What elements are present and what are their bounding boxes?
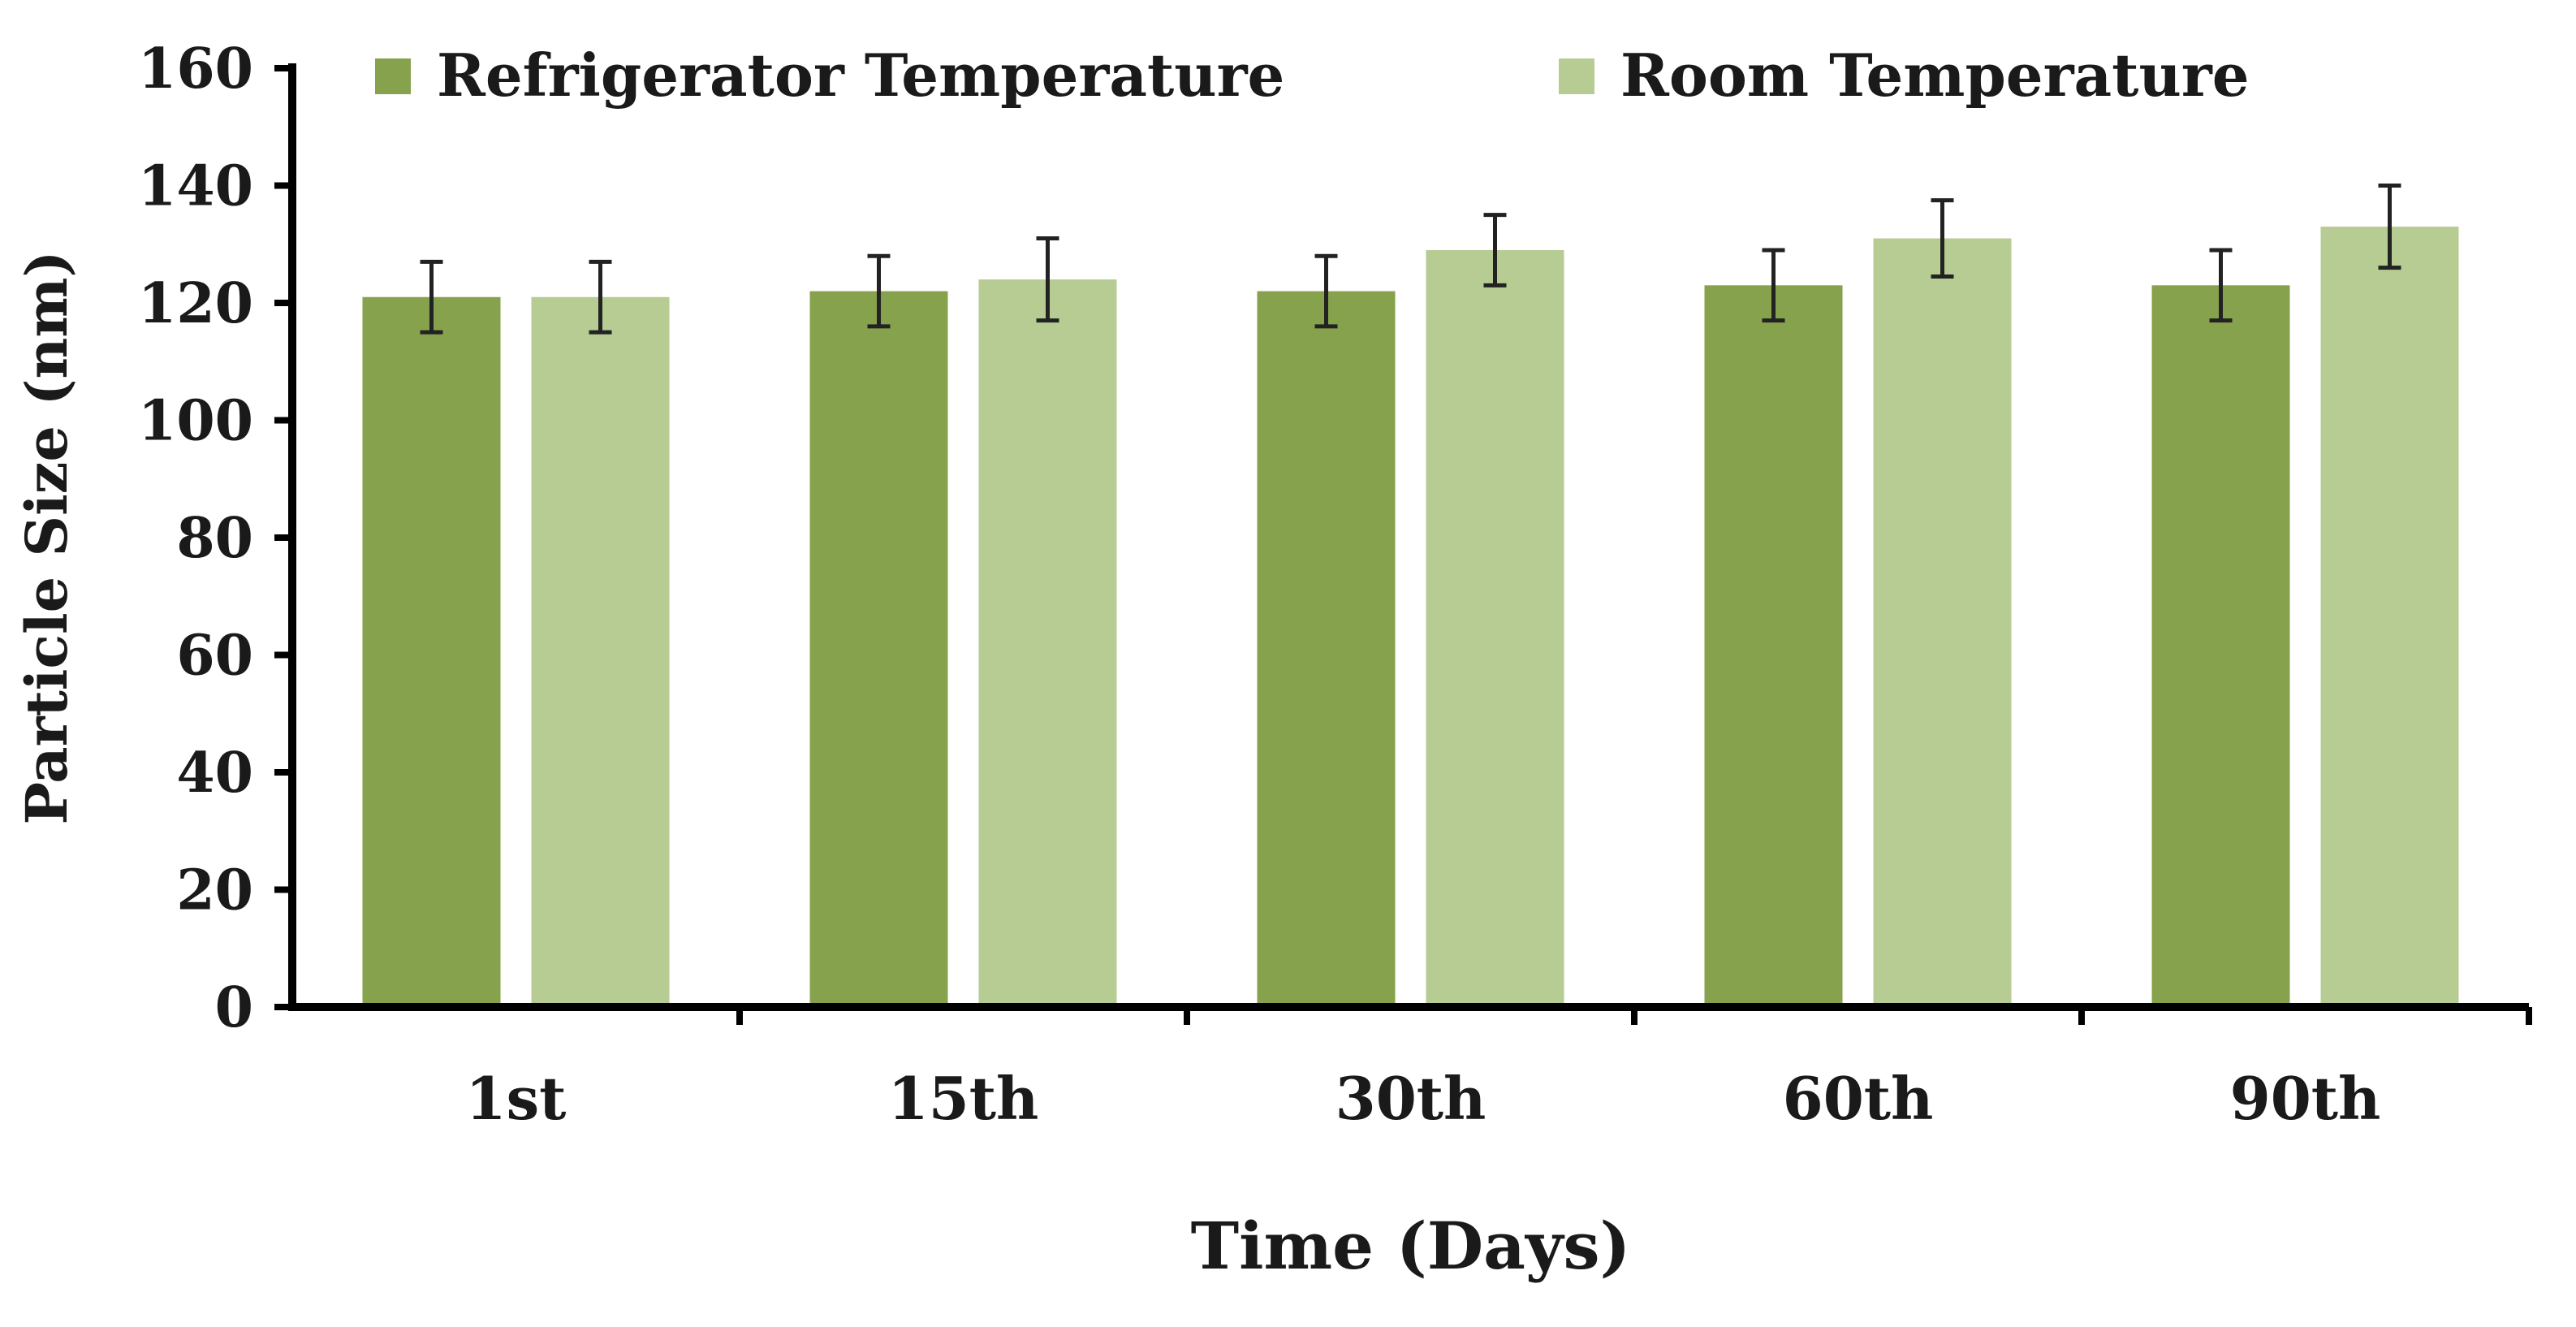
bar (531, 296, 670, 1007)
bar (2320, 227, 2459, 1007)
y-tick-label: 60 (176, 624, 253, 689)
legend-swatch (1559, 58, 1594, 94)
bar (362, 296, 501, 1007)
y-tick-label: 20 (176, 858, 253, 923)
bar (1426, 249, 1564, 1008)
y-tick-label: 40 (176, 741, 253, 806)
y-tick-label: 0 (215, 975, 253, 1040)
x-axis-title: Time (Days) (1191, 1208, 1631, 1284)
y-axis-title: Particle Size (nm) (13, 250, 80, 824)
x-tick-label: 30th (1335, 1064, 1486, 1133)
error-bars-layer (420, 184, 2401, 335)
bar (1257, 291, 1396, 1007)
y-tick-label: 140 (138, 154, 253, 219)
y-tick-label: 160 (138, 37, 253, 102)
legend-swatch (375, 58, 411, 94)
y-ticks-layer: 0 20 40 60 80 100 120 140 160 (138, 37, 292, 1040)
legend-label: Room Temperature (1620, 41, 2250, 110)
x-tick-label: 1st (466, 1064, 567, 1133)
x-tick-label: 15th (888, 1064, 1039, 1133)
y-tick-label: 120 (138, 271, 253, 336)
bar (1704, 285, 1843, 1007)
bar (809, 291, 948, 1007)
y-tick-label: 100 (138, 389, 253, 454)
bar (978, 279, 1117, 1008)
x-tick-label: 90th (2230, 1064, 2381, 1133)
bars-layer (362, 227, 2459, 1008)
x-ticks-layer: 1st 15th 30th 60th 90th (466, 1007, 2532, 1133)
bar (1873, 238, 2012, 1007)
y-tick-label: 80 (176, 506, 253, 571)
legend: Refrigerator Temperature Room Temperature (375, 41, 2250, 110)
legend-label: Refrigerator Temperature (437, 41, 1284, 110)
bar (2151, 285, 2290, 1007)
x-tick-label: 60th (1783, 1064, 1934, 1133)
